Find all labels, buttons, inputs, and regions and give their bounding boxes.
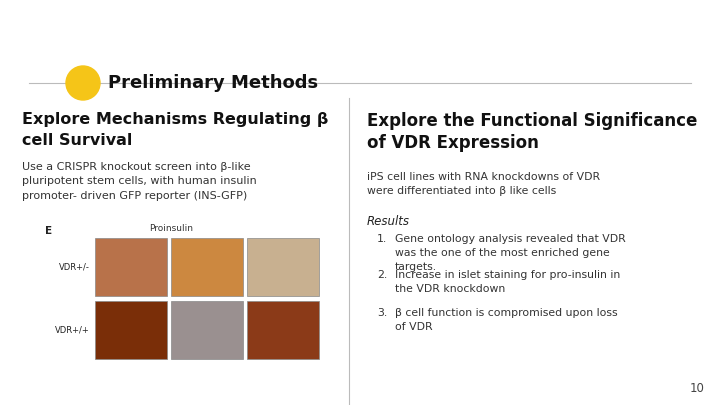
Text: VDR+/+: VDR+/+ (55, 326, 90, 335)
Text: of VDR Expression: of VDR Expression (367, 134, 539, 152)
Text: Use a CRISPR knockout screen into β-like
pluripotent stem cells, with human insu: Use a CRISPR knockout screen into β-like… (22, 162, 257, 201)
Text: β cell function is compromised upon loss
of VDR: β cell function is compromised upon loss… (395, 308, 618, 332)
Bar (247, 301, 319, 359)
Text: Increase in islet staining for pro-insulin in
the VDR knockdown: Increase in islet staining for pro-insul… (395, 270, 620, 294)
Text: Explore the Functional Significance: Explore the Functional Significance (367, 112, 698, 130)
Text: 3.: 3. (377, 308, 387, 318)
Text: iPS cell lines with RNA knockdowns of VDR
were differentiated into β like cells: iPS cell lines with RNA knockdowns of VD… (367, 172, 600, 196)
Bar (95, 301, 167, 359)
Text: cell Survival: cell Survival (22, 133, 132, 148)
Text: Proinsulin: Proinsulin (149, 224, 193, 233)
Text: E: E (45, 226, 52, 236)
Bar (171, 301, 243, 359)
Text: 1.: 1. (377, 234, 387, 244)
Bar (95, 238, 167, 296)
Bar (171, 238, 243, 296)
Text: 2.: 2. (377, 270, 387, 280)
Bar (247, 238, 319, 296)
Text: VDR+/-: VDR+/- (59, 262, 90, 271)
Text: Results: Results (367, 215, 410, 228)
Text: Preliminary Methods: Preliminary Methods (108, 74, 318, 92)
Text: 10: 10 (690, 382, 705, 395)
Circle shape (66, 66, 100, 100)
Text: Gene ontology analysis revealed that VDR
was the one of the most enriched gene
t: Gene ontology analysis revealed that VDR… (395, 234, 626, 272)
Text: Explore Mechanisms Regulating β: Explore Mechanisms Regulating β (22, 112, 328, 127)
